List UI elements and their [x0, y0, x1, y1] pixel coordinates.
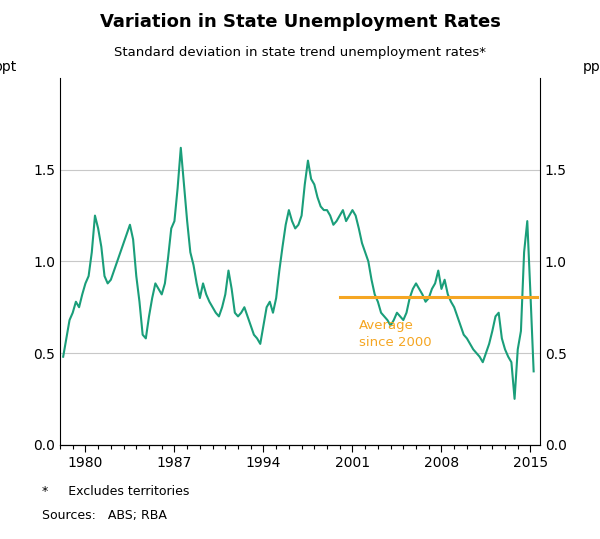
Text: ppt: ppt — [583, 60, 600, 74]
Text: Sources:   ABS; RBA: Sources: ABS; RBA — [42, 509, 167, 522]
Text: Variation in State Unemployment Rates: Variation in State Unemployment Rates — [100, 13, 500, 31]
Text: ppt: ppt — [0, 60, 17, 74]
Text: Standard deviation in state trend unemployment rates*: Standard deviation in state trend unempl… — [114, 46, 486, 59]
Text: *     Excludes territories: * Excludes territories — [42, 485, 190, 498]
Text: Average
since 2000: Average since 2000 — [359, 319, 431, 349]
